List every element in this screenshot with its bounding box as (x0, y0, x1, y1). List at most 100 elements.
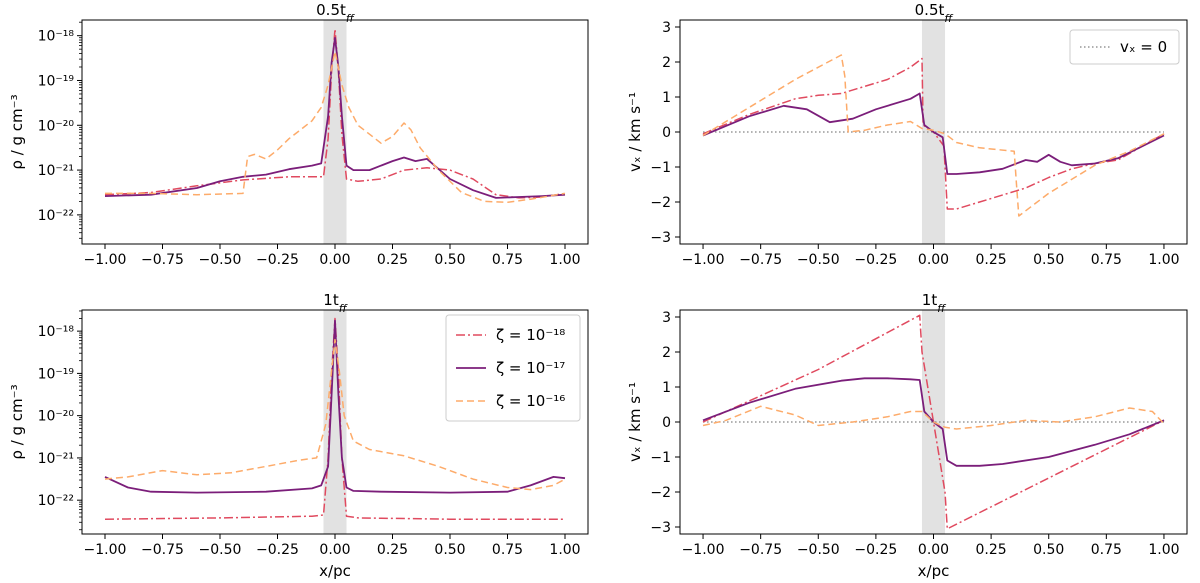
x-tick-label: −1.00 (84, 542, 127, 558)
x-tick-label: −0.75 (739, 252, 782, 268)
x-tick-label: −0.50 (797, 252, 840, 268)
y-axis-label: ρ / g cm⁻³ (8, 384, 26, 459)
y-tick-label: 10⁻²² (38, 493, 74, 509)
x-tick-label: 1.00 (549, 252, 580, 268)
x-tick-label: 0.25 (377, 542, 408, 558)
panel-title-sub: ff (346, 12, 355, 25)
panel-title-main: 1t (922, 291, 938, 309)
y-tick-label: 10⁻¹⁸ (38, 324, 75, 340)
y-tick-label: −2 (650, 195, 671, 211)
x-tick-label: −0.50 (797, 542, 840, 558)
x-tick-label: −0.25 (854, 542, 897, 558)
x-tick-label: −0.50 (199, 252, 242, 268)
x-tick-label: 0.75 (492, 542, 523, 558)
x-tick-label: 0.25 (976, 252, 1007, 268)
y-tick-label: 1 (662, 90, 671, 106)
series-line-zeta_1e16 (702, 54, 1165, 217)
series-line-zeta_1e17 (104, 319, 566, 494)
y-tick-label: −1 (650, 160, 671, 176)
series-line-zeta_1e18 (104, 317, 565, 520)
shaded-region (323, 310, 347, 534)
series-line-zeta_1e16 (702, 405, 1165, 430)
y-tick-label: 3 (662, 20, 671, 36)
y-tick-label: 0 (662, 125, 671, 141)
y-axis-label: ρ / g cm⁻³ (8, 94, 26, 169)
x-tick-label: −0.50 (199, 542, 242, 558)
x-tick-label: 0.50 (1033, 252, 1064, 268)
series-line-zeta_1e18 (702, 314, 1165, 530)
series-line-zeta_1e16 (105, 50, 566, 204)
panel-title-main: 0.5t (915, 1, 945, 19)
y-tick-label: −2 (650, 485, 671, 501)
y-tick-label: 10⁻²¹ (38, 163, 74, 179)
y-tick-label: 2 (662, 345, 671, 361)
panel-title: 1tff (323, 291, 347, 315)
x-tick-label: −0.75 (141, 542, 184, 558)
x-tick-label: −0.25 (256, 542, 299, 558)
y-axis-label: vₓ / km s⁻¹ (626, 92, 644, 172)
series-group (104, 317, 566, 520)
x-tick-label: 0.50 (434, 252, 465, 268)
panel-title: 1tff (922, 291, 946, 315)
panel-velocity-0.5tff: −1.00 −0.75 −0.50 −0.25 0.00 0.25 0.50 0.75 1.00… (626, 1, 1188, 268)
panel-density-1tff: −1.00 −0.75 −0.50 −0.25 0.00 0.25 0.50 0.75 1.00… (8, 291, 589, 580)
y-tick-label: 10⁻¹⁹ (38, 366, 75, 382)
series-group (702, 54, 1165, 217)
x-tick-label: 1.00 (549, 542, 580, 558)
y-tick-label: 3 (662, 310, 671, 326)
x-tick-label: −0.25 (256, 252, 299, 268)
y-tick-label: −3 (650, 520, 671, 536)
series-group (104, 28, 566, 204)
legend-label-zeta_1e18: ζ = 10⁻¹⁸ (496, 326, 565, 344)
panel-title-main: 0.5t (316, 1, 346, 19)
x-tick-label: 0.00 (319, 542, 350, 558)
panel-title: 0.5tff (316, 1, 355, 25)
y-tick-label: 10⁻²² (38, 208, 74, 224)
x-tick-label: −0.75 (739, 542, 782, 558)
y-tick-label: 10⁻²⁰ (38, 409, 75, 425)
y-tick-label: 10⁻¹⁸ (38, 29, 75, 45)
y-tick-label: 10⁻²⁰ (38, 118, 75, 134)
y-axis-label: vₓ / km s⁻¹ (626, 382, 644, 462)
series-line-zeta_1e17 (104, 37, 566, 199)
legend-label-zeta_1e16: ζ = 10⁻¹⁶ (496, 392, 565, 410)
legend-label-zeta_1e17: ζ = 10⁻¹⁷ (496, 359, 565, 377)
series-line-zeta_1e16 (104, 338, 566, 491)
legend-box (1069, 29, 1180, 65)
x-tick-label: 1.00 (1148, 252, 1179, 268)
y-tick-label: −3 (650, 230, 671, 246)
series-line-zeta_1e17 (702, 92, 1165, 175)
panel-title-sub: ff (339, 302, 348, 315)
y-tick-label: 1 (662, 380, 671, 396)
x-tick-label: 0.75 (1091, 542, 1122, 558)
x-tick-label: −0.75 (141, 252, 184, 268)
series-line-zeta_1e18 (702, 57, 1165, 210)
y-tick-label: 10⁻¹⁹ (38, 73, 75, 89)
x-tick-label: 0.75 (1091, 252, 1122, 268)
panel-title-main: 1t (323, 291, 339, 309)
legend-box (445, 314, 581, 422)
panel-title: 0.5tff (915, 1, 954, 25)
x-axis-label: x/pc (918, 562, 950, 580)
x-tick-label: −1.00 (84, 252, 127, 268)
x-tick-label: 0.25 (377, 252, 408, 268)
x-tick-label: 0.00 (918, 542, 949, 558)
legend-label-zero: vₓ = 0 (1120, 38, 1167, 56)
y-tick-label: −1 (650, 450, 671, 466)
x-tick-label: 0.50 (1033, 542, 1064, 558)
panel-title-sub: ff (937, 302, 946, 315)
panel-title-sub: ff (944, 12, 953, 25)
x-tick-label: 0.75 (492, 252, 523, 268)
x-tick-label: 0.25 (976, 542, 1007, 558)
x-tick-label: 0.00 (319, 252, 350, 268)
panel-velocity-1tff: −1.00 −0.75 −0.50 −0.25 0.00 0.25 0.50 0.75 1.00… (626, 291, 1188, 580)
series-group (702, 314, 1165, 530)
x-axis-label: x/pc (319, 562, 351, 580)
x-tick-label: −1.00 (682, 542, 725, 558)
y-tick-label: 0 (662, 415, 671, 431)
x-tick-label: 0.50 (434, 542, 465, 558)
x-tick-label: −1.00 (682, 252, 725, 268)
y-tick-label: 2 (662, 55, 671, 71)
panel-density-0.5tff: −1.00 −0.75 −0.50 −0.25 0.00 0.25 0.50 0.75 1.00… (8, 1, 589, 268)
